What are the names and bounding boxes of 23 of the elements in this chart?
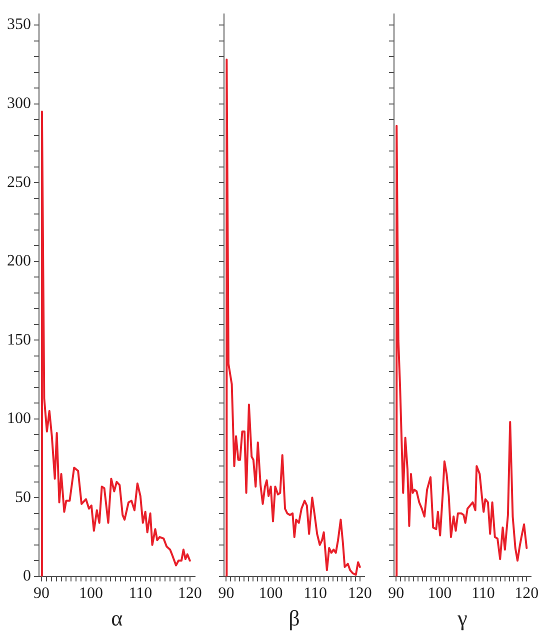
x-tick-label: 100 [78,585,103,602]
y-tick-label: 300 [7,95,31,112]
x-axis-title: γ [456,606,468,631]
x-tick-label: 120 [348,585,372,602]
x-tick-label: 110 [471,585,495,602]
x-tick-label: 120 [178,585,202,602]
y-tick-label: 50 [15,488,31,506]
x-tick-label: 110 [304,585,328,602]
y-tick-label: 0 [23,568,31,585]
y-tick-label: 350 [7,16,31,34]
x-tick-label: 110 [128,585,152,602]
x-tick-label: 100 [258,585,283,602]
x-axis-title: β [288,606,300,631]
y-tick-label: 150 [7,331,31,348]
x-axis-title: α [111,606,124,631]
y-tick-label: 200 [7,252,31,270]
x-tick-label: 120 [514,585,539,602]
y-tick-label: 100 [7,410,31,428]
x-tick-label: 90 [33,585,50,602]
x-tick-label: 90 [218,585,234,602]
x-tick-label: 90 [388,585,404,602]
x-tick-label: 100 [428,585,452,602]
y-tick-label: 250 [7,174,31,191]
